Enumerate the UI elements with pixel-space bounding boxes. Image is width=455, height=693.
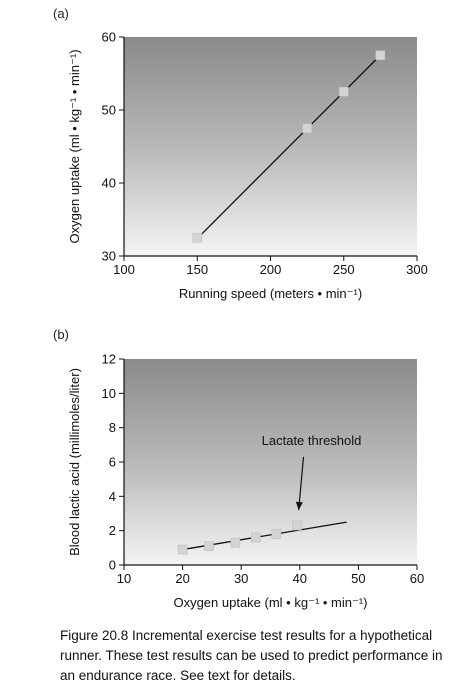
y-tick-label: 30 — [102, 249, 116, 264]
data-point — [271, 529, 282, 539]
y-tick-label: 8 — [109, 420, 116, 435]
plot-area — [124, 359, 417, 565]
panel-label-a: (a) — [53, 6, 69, 21]
x-tick-label: 300 — [406, 262, 428, 277]
data-point — [204, 541, 214, 551]
y-tick-label: 40 — [102, 176, 116, 191]
y-axis-title: Oxygen uptake (ml • kg⁻¹ • min⁻¹) — [67, 49, 82, 243]
panel-label-b: (b) — [53, 327, 69, 342]
figure-caption: Figure 20.8 Incremental exercise test re… — [60, 628, 443, 683]
fit-line — [193, 54, 381, 242]
x-tick-label: 10 — [117, 571, 131, 586]
y-axis-title: Blood lactic acid (millimoles/liter) — [67, 368, 82, 556]
data-point — [251, 532, 261, 543]
annotation-arrow-line — [298, 456, 305, 511]
x-axis-title: Running speed (meters • min⁻¹) — [179, 286, 362, 301]
y-tick-label: 0 — [109, 558, 116, 573]
annotation-arrow-head — [295, 501, 303, 511]
y-tick-label: 4 — [109, 489, 116, 504]
x-axis-title: Oxygen uptake (ml • kg⁻¹ • min⁻¹) — [173, 595, 367, 610]
y-tick-label: 2 — [109, 523, 116, 538]
y-tick-label: 50 — [102, 103, 116, 118]
lactate-threshold-label: Lactate threshold — [262, 433, 362, 448]
x-tick-label: 100 — [113, 262, 135, 277]
x-tick-label: 30 — [234, 571, 248, 586]
data-point — [177, 544, 188, 555]
y-tick-label: 12 — [102, 352, 116, 367]
x-tick-label: 40 — [293, 571, 307, 586]
chart-a: 100 150 200 250 300 30 40 50 60 Running speed (me… — [67, 30, 428, 302]
y-tick-label: 60 — [102, 30, 116, 45]
data-point — [375, 50, 386, 61]
y-tick-label: 6 — [109, 455, 116, 470]
x-tick-label: 150 — [186, 262, 208, 277]
data-point — [292, 520, 302, 531]
x-tick-label: 200 — [260, 262, 282, 277]
plot-area — [124, 37, 417, 256]
data-point — [302, 123, 312, 134]
x-tick-label: 60 — [410, 571, 424, 586]
data-point — [192, 232, 203, 243]
x-tick-label: 50 — [351, 571, 365, 586]
data-point — [230, 537, 241, 548]
x-tick-label: 250 — [333, 262, 355, 277]
y-tick-label: 10 — [102, 386, 116, 401]
data-point — [338, 86, 349, 97]
x-tick-label: 20 — [175, 571, 189, 586]
chart-b: 10 20 30 40 50 60 0 2 4 6 8 10 12 Oxygen uptake (ml •… — [67, 352, 424, 611]
